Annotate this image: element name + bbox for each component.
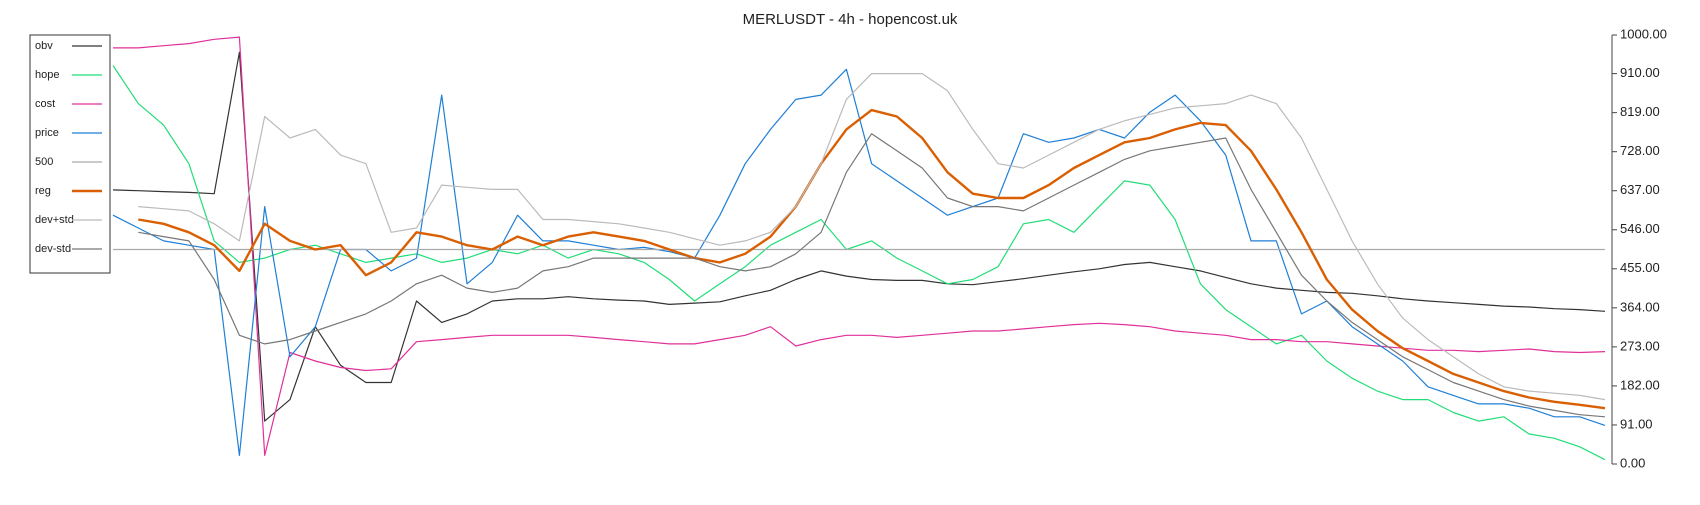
- legend-label: reg: [35, 185, 51, 197]
- y-tick-label: 455.00: [1620, 260, 1660, 275]
- legend-label: cost: [35, 98, 55, 110]
- y-tick-label: 0.00: [1620, 455, 1645, 470]
- y-tick-label: 728.00: [1620, 143, 1660, 158]
- y-tick-label: 910.00: [1620, 65, 1660, 80]
- y-tick-label: 546.00: [1620, 221, 1660, 236]
- legend-label: obv: [35, 40, 53, 52]
- y-tick-label: 364.00: [1620, 299, 1660, 314]
- y-tick-label: 91.00: [1620, 416, 1653, 431]
- y-tick-label: 182.00: [1620, 377, 1660, 392]
- legend-label: dev-std: [35, 243, 71, 255]
- series-line: [138, 133, 1606, 418]
- series-line: [113, 36, 1606, 456]
- series-line: [138, 108, 1606, 410]
- legend-label: dev+std: [35, 214, 74, 226]
- legend-label: 500: [35, 156, 53, 168]
- legend-label: hope: [35, 69, 59, 81]
- series-line: [112, 51, 1606, 422]
- y-tick-label: 637.00: [1620, 182, 1660, 197]
- series-line: [112, 68, 1606, 456]
- y-tick-label: 273.00: [1620, 338, 1660, 353]
- legend-label: price: [35, 127, 59, 139]
- series-line: [138, 73, 1606, 401]
- y-tick-label: 819.00: [1620, 104, 1660, 119]
- series-line: [112, 65, 1606, 461]
- y-tick-label: 1000.00: [1620, 26, 1667, 41]
- chart-title: MERLUSDT - 4h - hopencost.uk: [743, 11, 958, 28]
